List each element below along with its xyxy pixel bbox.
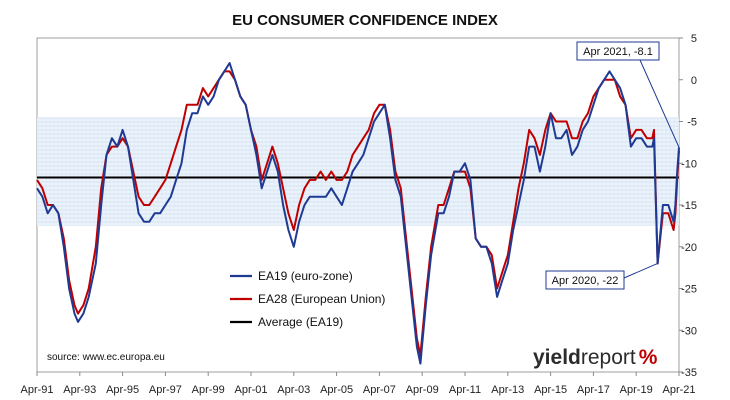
x-tick-label: Apr-13 (491, 384, 524, 396)
x-tick-label: Apr-01 (234, 384, 267, 396)
x-tick-label: Apr-93 (63, 384, 96, 396)
y-tick-label: -5 (687, 117, 697, 129)
y-tick-label: -10 (681, 158, 697, 170)
annotation-text: Apr 2020, -22 (552, 275, 619, 287)
y-axis: 5 0 -5 -10 -15 -20 -25 -30 -35 (679, 33, 697, 379)
x-tick-label: Apr-95 (106, 384, 139, 396)
x-tick-label: Apr-19 (620, 384, 653, 396)
annotation-box (576, 41, 660, 61)
x-tick-label: Apr-99 (192, 384, 225, 396)
legend-label-ea19: EA19 (euro-zone) (258, 269, 353, 283)
y-tick-label: -30 (681, 325, 697, 337)
annotation-leader-line (639, 59, 680, 148)
annotation-apr-2021: Apr 2021, -8.1 (576, 41, 680, 148)
logo-word-b: report (581, 346, 636, 369)
x-tick-label: Apr-05 (320, 384, 353, 396)
x-tick-label: Apr-07 (363, 384, 396, 396)
annotation-apr-2020: Apr 2020, -22 (545, 262, 658, 290)
x-tick-label: Apr-11 (449, 384, 481, 396)
logo-word-a: yield (533, 346, 581, 369)
y-tick-label: 0 (691, 75, 697, 87)
y-tick-label: -35 (681, 367, 697, 379)
y-tick-label: -20 (681, 242, 697, 254)
source-note: source: www.ec.europa.eu (47, 352, 165, 363)
chart-title: EU CONSUMER CONFIDENCE INDEX (232, 12, 498, 29)
x-tick-label: Apr-09 (406, 384, 439, 396)
x-tick-label: Apr-17 (577, 384, 610, 396)
x-tick-label: Apr-21 (662, 384, 695, 396)
logo-percent: % (639, 346, 658, 369)
x-tick-label: Apr-03 (277, 384, 310, 396)
x-tick-label: Apr-91 (20, 384, 53, 396)
y-tick-label: -15 (681, 200, 697, 212)
y-tick-label: -25 (681, 284, 697, 296)
annotation-text: Apr 2021, -8.1 (583, 46, 653, 58)
x-axis: Apr-91 Apr-93 Apr-95 Apr-97 Apr-99 Apr-01 Apr-… (20, 372, 696, 396)
series-line-ea19 (36, 62, 680, 365)
annotation-box (545, 270, 625, 290)
x-tick-label: Apr-15 (534, 384, 567, 396)
legend-label-ea28: EA28 (European Union) (258, 292, 385, 306)
svg-text:yieldreport%: yieldreport% (533, 346, 658, 369)
x-tick-label: Apr-97 (149, 384, 182, 396)
legend: EA19 (euro-zone) EA28 (European Union) A… (230, 269, 385, 329)
series-line-ea28 (36, 70, 680, 357)
annotation-leader-line (623, 262, 658, 279)
legend-label-average: Average (EA19) (258, 315, 343, 329)
yieldreport-logo: yieldreport% (533, 346, 658, 369)
y-tick-label: 5 (691, 33, 697, 45)
